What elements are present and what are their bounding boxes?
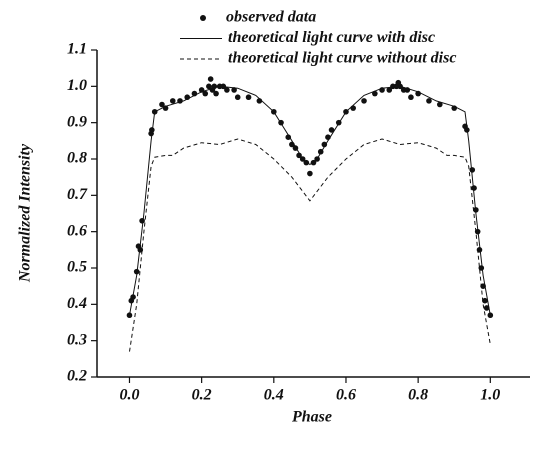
data-point — [245, 94, 252, 101]
data-point — [285, 134, 292, 140]
legend-label: theoretical light curve without disc — [228, 50, 456, 67]
data-point — [307, 170, 313, 177]
y-tick-label: 0.3 — [67, 331, 87, 348]
data-point — [328, 127, 335, 133]
data-point — [408, 94, 414, 101]
y-tick-label: 0.9 — [67, 113, 87, 130]
y-axis-label: Normalized Intensity — [17, 143, 34, 283]
y-tick-label: 0.6 — [67, 222, 87, 239]
legend-marker — [200, 15, 206, 21]
data-point — [350, 105, 356, 111]
data-point — [202, 90, 209, 97]
y-tick-label: 0.4 — [67, 295, 87, 312]
data-point — [213, 90, 219, 97]
data-point — [482, 297, 488, 304]
y-tick-label: 1.0 — [67, 77, 87, 94]
x-axis-label: Phase — [291, 409, 332, 426]
data-point — [149, 127, 155, 133]
data-point — [234, 94, 241, 101]
x-tick-label: 0.0 — [119, 387, 139, 404]
data-point — [296, 152, 302, 159]
data-point — [483, 305, 490, 311]
x-tick-label: 0.2 — [192, 387, 212, 404]
y-tick-label: 0.5 — [67, 259, 87, 276]
data-point — [321, 141, 328, 148]
legend-label: observed data — [226, 9, 316, 26]
data-point — [469, 167, 476, 173]
data-point — [386, 87, 393, 93]
y-tick-label: 1.1 — [67, 41, 87, 58]
data-point — [487, 312, 494, 319]
x-tick-label: 1.0 — [480, 387, 500, 404]
data-point — [169, 98, 176, 104]
data-point — [206, 83, 212, 90]
curve — [129, 85, 491, 316]
data-point — [231, 87, 237, 93]
data-point — [224, 87, 230, 93]
data-point — [426, 98, 432, 104]
curve — [129, 138, 491, 352]
x-tick-label: 0.8 — [408, 387, 428, 404]
y-tick-label: 0.2 — [67, 368, 87, 385]
data-point — [372, 90, 378, 97]
data-point — [139, 217, 145, 224]
y-tick-label: 0.8 — [67, 150, 87, 167]
x-tick-label: 0.4 — [264, 387, 284, 404]
data-point — [159, 101, 165, 108]
legend-label: theoretical light curve with disc — [228, 29, 435, 46]
data-point — [361, 98, 367, 104]
data-point — [471, 185, 477, 191]
y-tick-label: 0.7 — [67, 186, 88, 203]
data-point — [436, 101, 443, 108]
x-tick-label: 0.6 — [336, 387, 356, 404]
data-point — [126, 312, 133, 319]
data-point — [207, 76, 214, 82]
